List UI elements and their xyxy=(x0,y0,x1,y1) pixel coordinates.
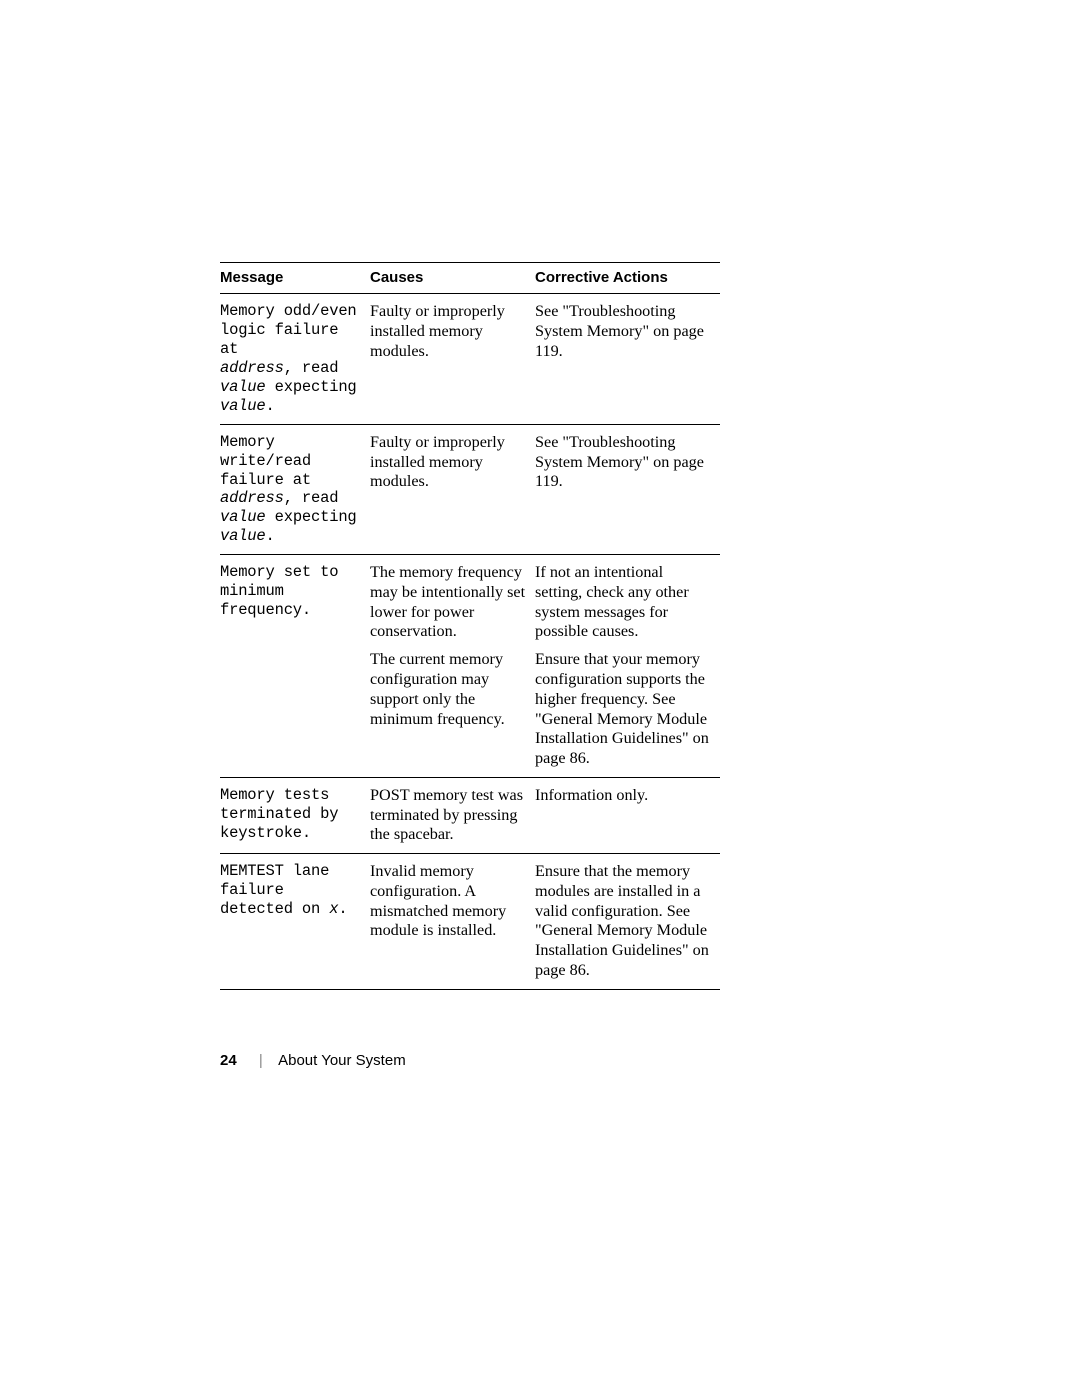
cell-causes: Invalid memory configuration. A mismatch… xyxy=(370,854,535,990)
page-number: 24 xyxy=(220,1052,237,1069)
cell-actions: Ensure that your memory configuration su… xyxy=(535,646,720,777)
cell-causes: Faulty or improperly installed memory mo… xyxy=(370,424,535,554)
document-page: Message Causes Corrective Actions Memory… xyxy=(0,0,1080,1397)
cell-message: Memory tests terminated by keystroke. xyxy=(220,777,370,853)
table-row: Memory odd/even logic failure at address… xyxy=(220,294,720,424)
cell-causes: The current memory configuration may sup… xyxy=(370,646,535,777)
cell-message-empty xyxy=(220,646,370,777)
cell-message: Memory odd/even logic failure at address… xyxy=(220,294,370,424)
messages-table: Message Causes Corrective Actions Memory… xyxy=(220,262,720,990)
cell-message: Memory write/read failure at address, re… xyxy=(220,424,370,554)
cell-causes: The memory frequency may be intentionall… xyxy=(370,555,535,647)
table-row: Memory set to minimum frequency. The mem… xyxy=(220,555,720,647)
table-row: Memory write/read failure at address, re… xyxy=(220,424,720,554)
table-row: MEMTEST lane failure detected on x. Inva… xyxy=(220,854,720,990)
table-row: Memory tests terminated by keystroke. PO… xyxy=(220,777,720,853)
header-causes: Causes xyxy=(370,263,535,294)
table-row: The current memory configuration may sup… xyxy=(220,646,720,777)
cell-causes: Faulty or improperly installed memory mo… xyxy=(370,294,535,424)
section-title: About Your System xyxy=(278,1052,406,1069)
cell-actions: If not an intentional setting, check any… xyxy=(535,555,720,647)
footer-separator: | xyxy=(259,1052,263,1069)
page-footer: 24 | About Your System xyxy=(220,1052,406,1069)
cell-actions: See "Troubleshooting System Memory" on p… xyxy=(535,424,720,554)
header-message: Message xyxy=(220,263,370,294)
table-header-row: Message Causes Corrective Actions xyxy=(220,263,720,294)
cell-actions: Information only. xyxy=(535,777,720,853)
cell-actions: See "Troubleshooting System Memory" on p… xyxy=(535,294,720,424)
cell-actions: Ensure that the memory modules are insta… xyxy=(535,854,720,990)
cell-message: Memory set to minimum frequency. xyxy=(220,555,370,647)
cell-message: MEMTEST lane failure detected on x. xyxy=(220,854,370,990)
header-actions: Corrective Actions xyxy=(535,263,720,294)
cell-causes: POST memory test was terminated by press… xyxy=(370,777,535,853)
